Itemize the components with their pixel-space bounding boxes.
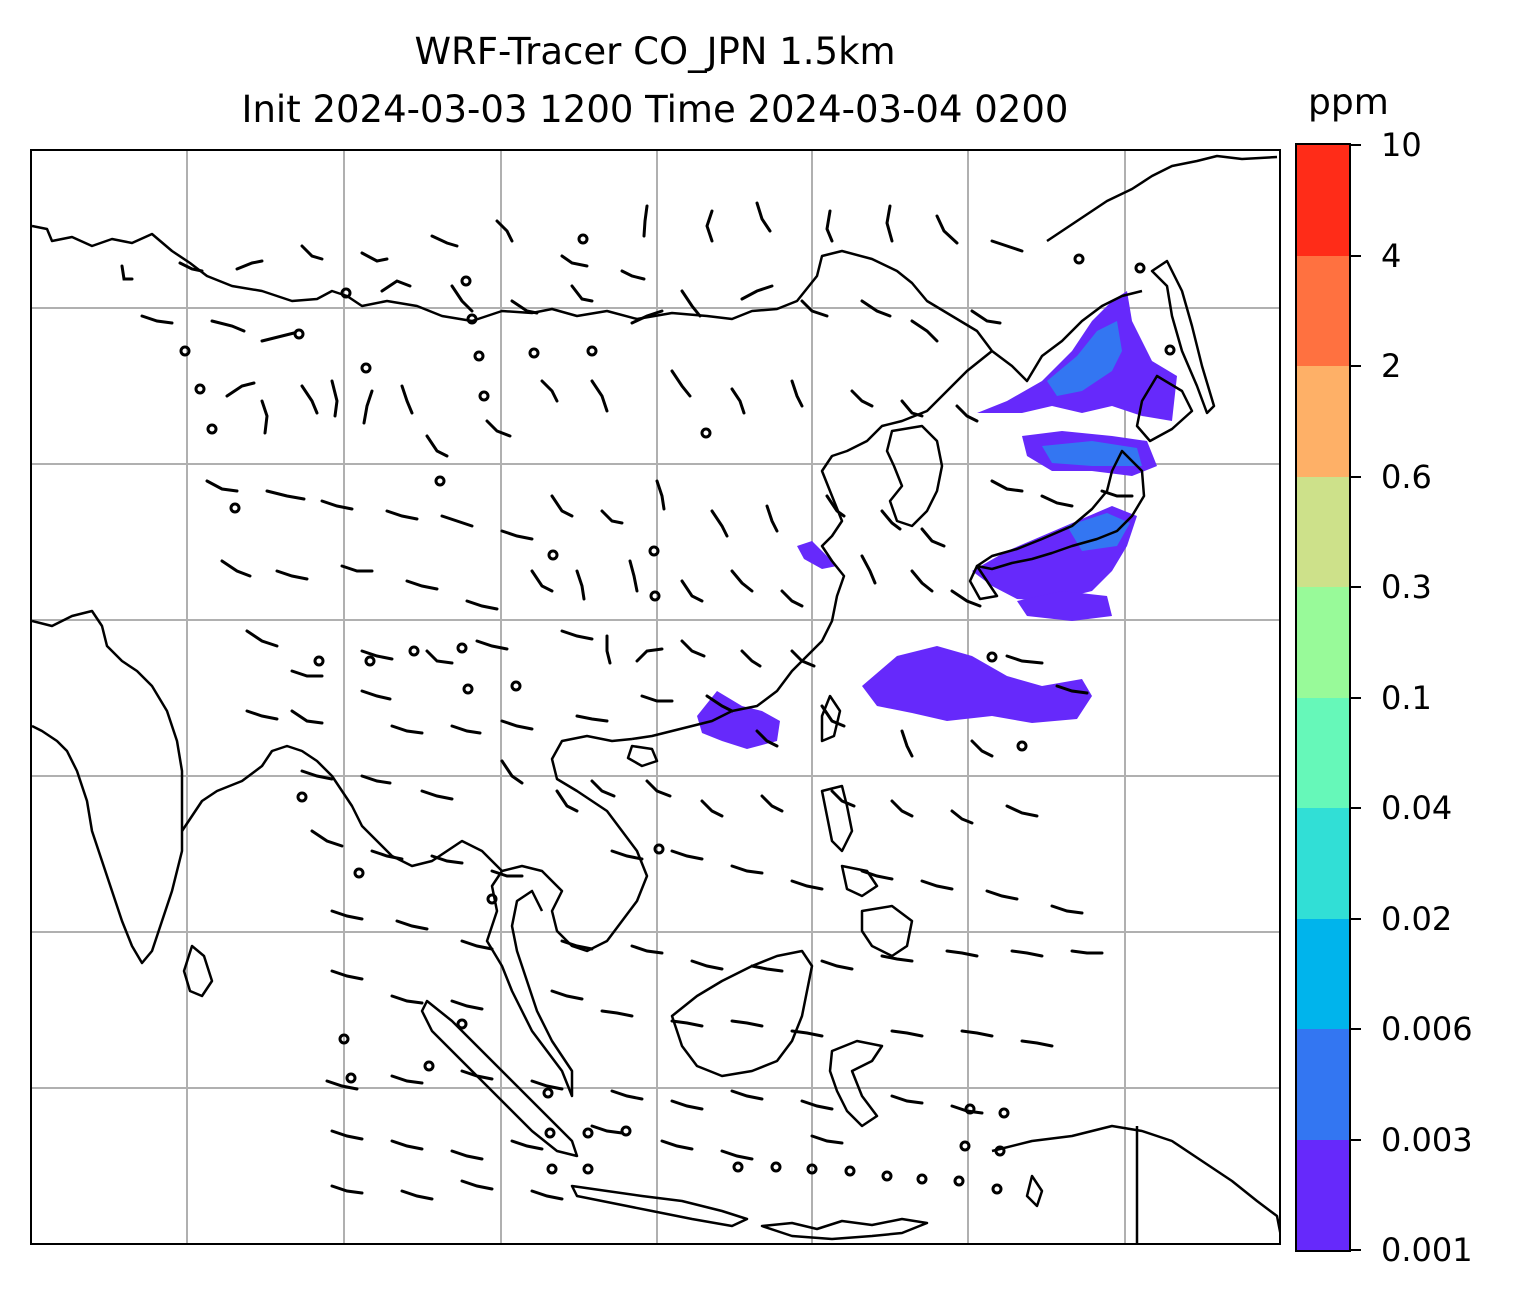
coast-hainan [626, 744, 659, 768]
coast-sri-lanka [182, 944, 214, 998]
coast-china-east [631, 350, 993, 741]
colorbar-unit-label: ppm [1308, 82, 1389, 123]
coast-sumatra [420, 999, 579, 1158]
colorbar-tick-label: 0.6 [1381, 457, 1432, 496]
coast-myanmar-bay-of-bengal [180, 744, 503, 872]
colorbar-tick [1351, 1138, 1361, 1141]
colorbar-segment [1297, 807, 1349, 919]
coast-philippines-mindanao [860, 904, 914, 958]
colorbar-tick-label: 0.006 [1381, 1010, 1473, 1048]
colorbar-segment [1297, 1028, 1349, 1140]
colorbar-tick [1351, 586, 1361, 588]
colorbar-segment [1297, 144, 1349, 256]
colorbar-tick [1351, 1028, 1361, 1030]
colorbar-tick-label: 4 [1381, 236, 1402, 275]
colorbar-segment [1297, 697, 1349, 808]
map-panel[interactable] [30, 149, 1281, 1245]
coast-north-asia [32, 224, 993, 352]
colorbar-tick-label: 0.1 [1381, 678, 1432, 717]
coast-taiwan [820, 694, 842, 743]
coast-philippines-visayas [840, 864, 879, 898]
plume-japan-tail [1017, 591, 1112, 621]
coast-russia-far-east [991, 289, 1143, 383]
colorbar-tick [1351, 144, 1361, 146]
coast-new-guinea [991, 1124, 1279, 1233]
coast-lesser-sunda [760, 1217, 929, 1241]
wind-barbs [120, 201, 1134, 1201]
colorbar-tick [1351, 807, 1361, 809]
coast-indochina [485, 734, 649, 1098]
colorbar-segment [1297, 476, 1349, 587]
coast-philippines-luzon [820, 784, 854, 853]
colorbar-segment [1297, 1139, 1349, 1250]
calm-wind-markers [179, 233, 1176, 1195]
colorbar-segment [1297, 918, 1349, 1029]
colorbar-tick-label: 0.02 [1381, 899, 1453, 938]
plume-japan-north [1047, 321, 1122, 396]
plume-japan-south-core [1067, 513, 1130, 551]
colorbar-tick [1351, 696, 1361, 699]
colorbar-segment [1297, 586, 1349, 698]
co-tracer-plumes [697, 291, 1177, 749]
colorbar-tick-label: 10 [1381, 126, 1422, 164]
colorbar-tick [1351, 1249, 1361, 1251]
coast-sakhalin [1150, 259, 1216, 415]
map-canvas [32, 151, 1279, 1243]
colorbar-tick [1351, 254, 1361, 257]
colorbar-segment [1297, 365, 1349, 477]
plume-korea-yellow-sea [797, 541, 837, 569]
colorbar-segment [1297, 255, 1349, 366]
coast-kyushu [968, 564, 999, 601]
coast-sulawesi [828, 1039, 884, 1128]
coast-java [570, 1184, 749, 1228]
coast-kamchatka [1046, 154, 1278, 243]
colorbar [1295, 143, 1351, 1252]
coast-honshu [975, 449, 1146, 571]
coastlines [32, 154, 1279, 1243]
plume-pacific-east [862, 646, 1092, 723]
colorbar-tick-label: 2 [1381, 347, 1402, 385]
colorbar-tick [1351, 917, 1361, 920]
chart-title-line-1: WRF-Tracer CO_JPN 1.5km [414, 30, 896, 73]
chart-title-line-2: Init 2024-03-03 1200 Time 2024-03-04 020… [241, 88, 1069, 131]
colorbar-tick-label: 0.001 [1381, 1231, 1473, 1269]
coast-maluku [1025, 1174, 1044, 1208]
colorbar-tick-label: 0.003 [1381, 1120, 1473, 1159]
colorbar-tick [1351, 365, 1361, 367]
coast-india [32, 609, 184, 965]
coast-hokkaido [1135, 374, 1194, 443]
colorbar-tick-label: 0.3 [1381, 568, 1432, 606]
colorbar-tick-label: 0.04 [1381, 789, 1453, 827]
coast-borneo [670, 949, 814, 1078]
coast-korea [885, 424, 944, 528]
colorbar-tick [1351, 475, 1361, 478]
